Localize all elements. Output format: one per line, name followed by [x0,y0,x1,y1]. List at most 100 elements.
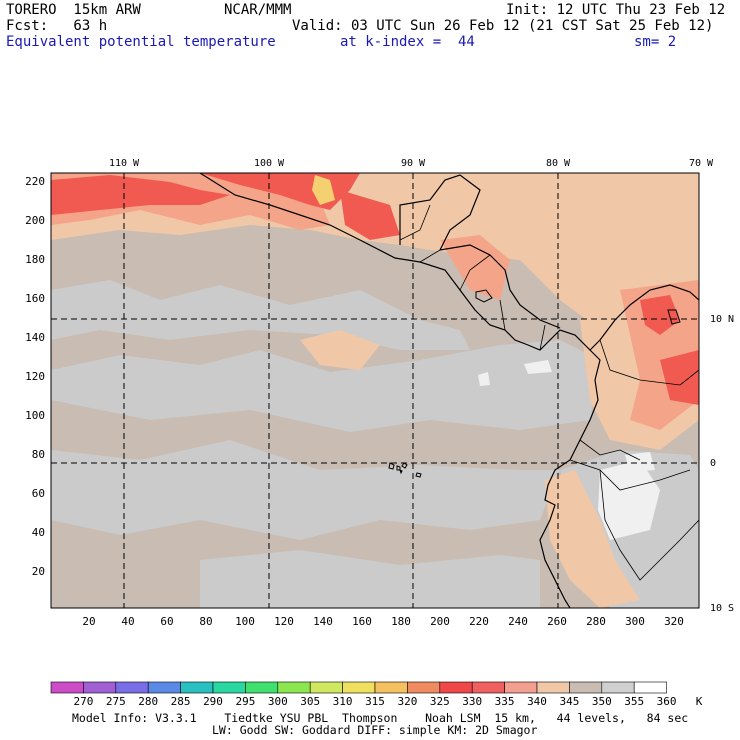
y-tick: 80 [32,448,45,461]
x-tick: 180 [391,615,411,628]
south-america-coast [539,349,601,608]
colorbar-label: 290 [203,695,223,708]
yucatan-coast [399,174,481,251]
x-tick-labels: 20 40 60 80 100 120 140 160 180 200 220 … [82,615,684,628]
lat-label: 0 [710,458,716,469]
colorbar: 270 275 280 285 290 295 300 305 310 315 320 325 330 3… [50,681,703,708]
smoothing: sm= 2 [634,34,677,50]
colorbar-swatch [212,681,246,694]
x-tick: 240 [508,615,528,628]
latlon-grid [51,173,699,608]
map-figure: 110 W 100 W 90 W 80 W 70 W 10 N 0 10 S 2… [25,158,734,628]
colorbar-label: 275 [106,695,126,708]
y-tick: 20 [32,565,45,578]
y-tick: 220 [25,175,45,188]
physics-info: LW: Godd SW: Goddard DIFF: simple KM: 2D… [212,723,538,737]
lat-label: 10 S [710,603,734,614]
y-tick: 40 [32,526,45,539]
x-tick: 160 [352,615,372,628]
central-america-coast [199,173,699,351]
colorbar-swatch [309,681,343,694]
yellow-region [312,175,335,205]
lon-label: 100 W [254,158,285,169]
colorbar-swatch [536,681,570,694]
colorbar-label: 305 [300,695,320,708]
lon-label: 110 W [109,158,140,169]
x-tick: 140 [313,615,333,628]
x-tick: 260 [547,615,567,628]
caribbean-coast [439,244,561,329]
x-tick: 80 [199,615,212,628]
peach-region [300,330,380,370]
colorbar-label: 330 [462,695,482,708]
top-longitude-labels: 110 W 100 W 90 W 80 W 70 W [109,158,714,169]
coastlines [199,173,699,608]
colorbar-swatch [601,681,635,694]
init-time: Init: 12 UTC Thu 23 Feb 12 [506,2,726,18]
red-region [660,350,699,405]
valid-time: Valid: 03 UTC Sun 26 Feb 12 (21 CST Sat … [292,18,714,34]
white-patch [478,372,490,386]
colorbar-label: K [696,695,703,708]
lon-label: 70 W [689,158,714,169]
organization: NCAR/MMM [224,2,292,18]
gray-band [51,280,470,350]
y-tick-labels: 220 200 180 160 140 120 100 80 60 40 20 [25,175,45,578]
y-tick: 140 [25,331,45,344]
field-name: Equivalent potential temperature [6,34,276,50]
colorbar-label: 340 [527,695,547,708]
red-region [640,295,680,335]
colorbar-label: 270 [73,695,93,708]
colorbar-label: 360 [657,695,677,708]
model-title: TORERO 15km ARW [6,2,141,18]
red-region [340,190,400,240]
x-tick: 100 [235,615,255,628]
colorbar-swatches [50,681,667,694]
x-tick: 120 [274,615,294,628]
y-tick: 100 [25,409,45,422]
colorbar-swatch [180,681,214,694]
colorbar-label: 285 [171,695,191,708]
gray-band [200,550,540,608]
colorbar-label: 355 [624,695,644,708]
colorbar-swatch [407,681,441,694]
forecast-hour: Fcst: 63 h [6,18,108,34]
colorbar-swatch [471,681,505,694]
colorbar-label: 300 [268,695,288,708]
andes-borders [569,439,699,581]
salmon-region [440,235,510,300]
peach-region [545,470,640,608]
colorbar-swatch [439,681,473,694]
lon-label: 80 W [546,158,571,169]
x-tick: 320 [664,615,684,628]
colorbar-swatch [147,681,181,694]
x-tick: 300 [625,615,645,628]
x-tick: 60 [160,615,173,628]
gray-band [51,340,600,432]
level-index: at k-index = 44 [340,34,475,50]
gray-band [51,440,560,540]
colorbar-label: 335 [495,695,515,708]
colorbar-swatch [569,681,603,694]
colorbar-swatch [115,681,149,694]
lake-maracaibo [667,309,681,325]
plot-frame [50,172,700,609]
white-patch [625,452,655,472]
country-borders [399,204,699,386]
x-tick: 220 [469,615,489,628]
y-tick: 120 [25,370,45,383]
colorbar-swatch [50,681,84,694]
colorbar-swatch [504,681,538,694]
colorbar-swatch [245,681,279,694]
galapagos-islands [388,462,422,478]
colorbar-label: 350 [592,695,612,708]
colorbar-label: 320 [397,695,417,708]
model-info: Model Info: V3.3.1 Tiedtke YSU PBL Thomp… [72,711,689,725]
lon-label: 90 W [401,158,426,169]
colorbar-swatch [374,681,408,694]
y-tick: 200 [25,214,45,227]
colorbar-label: 325 [430,695,450,708]
colorbar-swatch [633,681,667,694]
right-latitude-labels: 10 N 0 10 S [710,314,734,614]
colorbar-label: 310 [333,695,353,708]
